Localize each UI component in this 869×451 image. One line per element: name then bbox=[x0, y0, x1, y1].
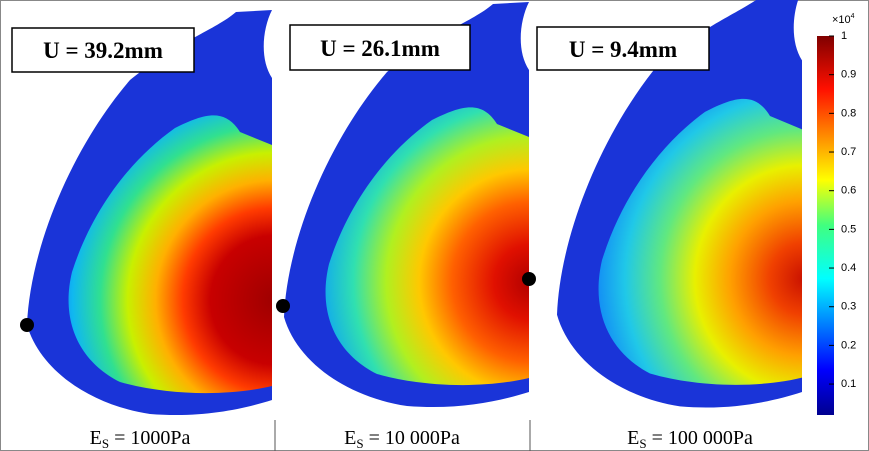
displacement-label: U = 39.2mm bbox=[43, 38, 163, 63]
nipple-marker bbox=[276, 299, 290, 313]
displacement-label: U = 26.1mm bbox=[320, 36, 440, 61]
modulus-label: ES = 1000Pa bbox=[90, 427, 191, 451]
multiplier-base: ×10 bbox=[832, 14, 851, 26]
colorbar-tick-label: 1 bbox=[841, 30, 847, 42]
colorbar-tick-label: 0.8 bbox=[841, 107, 856, 119]
symbol: E bbox=[344, 427, 356, 449]
nipple-marker bbox=[522, 272, 536, 286]
colorbar-tick-label: 0.3 bbox=[841, 301, 856, 313]
modulus-label: ES = 10 000Pa bbox=[344, 427, 460, 451]
multiplier-exponent: 4 bbox=[851, 13, 855, 20]
modulus-label: ES = 100 000Pa bbox=[627, 427, 753, 451]
subscript: S bbox=[102, 436, 109, 451]
page: {"panels": [ {"displacement_label": "U =… bbox=[0, 0, 869, 451]
nipple-marker bbox=[20, 318, 34, 332]
colorbar-tick-label: 0.1 bbox=[841, 378, 856, 390]
colorbar-tick-label: 0.9 bbox=[841, 69, 856, 81]
figure: U = 39.2mm U = 26.1mm U = 9.4mm ES = 100… bbox=[0, 0, 869, 451]
value: = 100 000Pa bbox=[647, 427, 753, 449]
colorbar-tick-label: 0.6 bbox=[841, 185, 856, 197]
colorbar-tick-label: 0.2 bbox=[841, 339, 856, 351]
value: = 10 000Pa bbox=[364, 427, 460, 449]
symbol: E bbox=[90, 427, 102, 449]
symbol: E bbox=[627, 427, 639, 449]
displacement-label: U = 9.4mm bbox=[569, 37, 677, 62]
subscript: S bbox=[356, 436, 363, 451]
value: = 1000Pa bbox=[109, 427, 190, 449]
colorbar-tick-label: 0.5 bbox=[841, 223, 856, 235]
colorbar-tick-label: 0.7 bbox=[841, 146, 856, 158]
subscript: S bbox=[639, 436, 646, 451]
colorbar-multiplier: ×104 bbox=[832, 13, 855, 26]
colorbar bbox=[817, 36, 834, 415]
colorbar-tick-label: 0.4 bbox=[841, 262, 856, 274]
